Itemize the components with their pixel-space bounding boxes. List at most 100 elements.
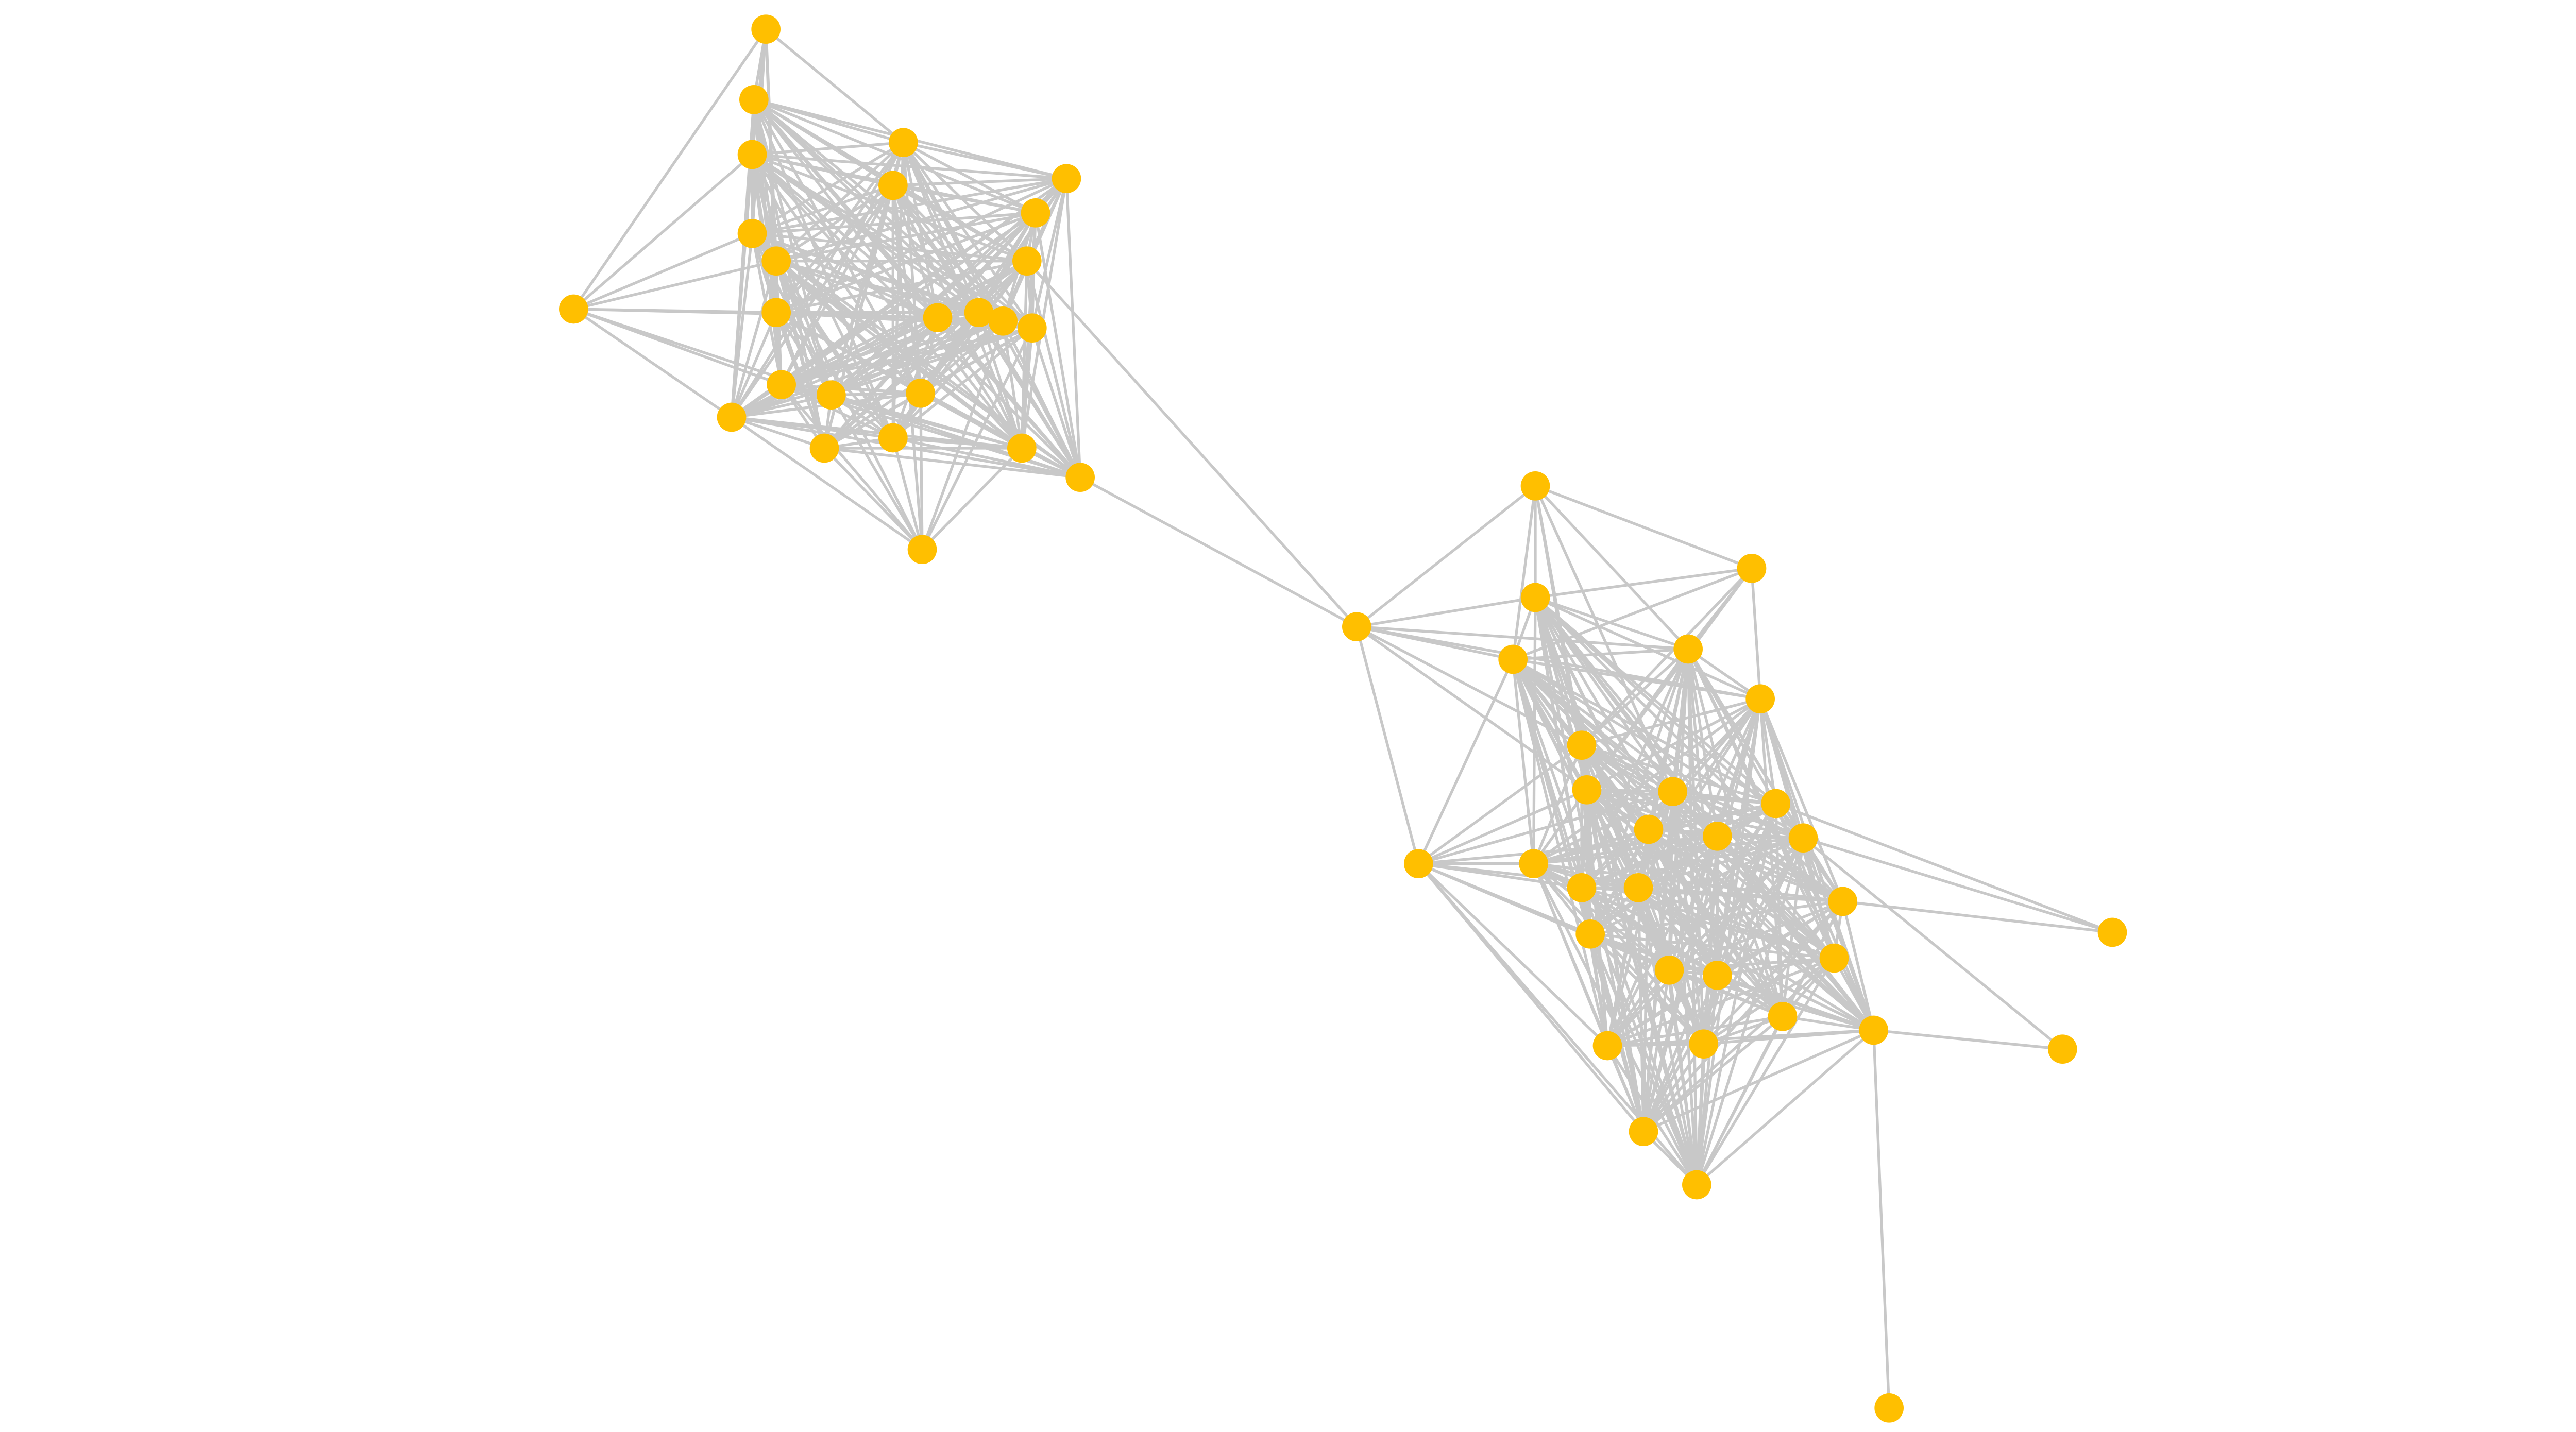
node-a8[interactable] (737, 219, 767, 248)
edge-a25-a17 (780, 383, 924, 551)
node-a22[interactable] (878, 423, 908, 453)
node-a10[interactable] (1012, 246, 1042, 276)
node-c31[interactable] (1874, 1393, 1904, 1423)
edge-c20-c28 (1696, 957, 1836, 1186)
edge-c24-c26 (1703, 1029, 1874, 1046)
node-c12[interactable] (1703, 822, 1732, 851)
edge-a1-a8 (751, 29, 768, 234)
node-c22[interactable] (1703, 961, 1732, 990)
node-c1[interactable] (1520, 471, 1550, 501)
node-c3[interactable] (1520, 583, 1550, 612)
edge-c17-c22 (1637, 887, 1719, 977)
node-c24[interactable] (1859, 1015, 1888, 1045)
node-c13[interactable] (1788, 823, 1818, 853)
node-c16[interactable] (1567, 873, 1597, 902)
node-a2[interactable] (739, 85, 769, 114)
edge-c22-c25 (1606, 974, 1718, 1047)
node-c7[interactable] (1567, 730, 1597, 760)
edge-a7-a9 (776, 211, 1036, 263)
node-a1[interactable] (751, 14, 781, 44)
node-c2[interactable] (1737, 554, 1767, 583)
node-a3[interactable] (737, 140, 767, 169)
node-a7[interactable] (1021, 198, 1050, 228)
node-c26[interactable] (1689, 1029, 1718, 1059)
edge-c25-c26 (1607, 1043, 1704, 1047)
edge-c29-c10 (1775, 802, 2113, 934)
edge-c21-c25 (1606, 969, 1671, 1047)
node-c14[interactable] (1404, 849, 1433, 878)
node-c15[interactable] (1519, 849, 1548, 878)
node-a15[interactable] (988, 306, 1018, 336)
edge-c19-c25 (1589, 933, 1609, 1046)
edge-c21-c23 (1668, 968, 1784, 1018)
edges-layer (572, 28, 2113, 1408)
node-a11[interactable] (559, 294, 588, 324)
edge-c13-c15 (1533, 837, 1804, 865)
edge-a18-a20 (731, 394, 832, 419)
node-c4[interactable] (1498, 644, 1528, 674)
node-c29[interactable] (2097, 917, 2127, 947)
edge-c12-c24 (1716, 835, 1875, 1031)
edge-a9-a20 (730, 260, 778, 418)
edge-c6-c18 (1759, 698, 1844, 902)
edge-c23-c25 (1607, 1015, 1783, 1047)
node-a4[interactable] (889, 128, 918, 157)
node-c28[interactable] (1682, 1170, 1711, 1200)
node-c10[interactable] (1761, 789, 1790, 819)
node-a18[interactable] (817, 380, 846, 410)
edge-a1-a11 (572, 28, 767, 310)
node-c6[interactable] (1745, 684, 1775, 713)
node-a9[interactable] (761, 246, 791, 276)
node-a12[interactable] (761, 298, 791, 327)
edge-c25-c28 (1606, 1045, 1698, 1186)
edge-c17-c20 (1638, 886, 1835, 960)
edge-a3-a4 (752, 141, 904, 156)
edge-c2-c3 (1535, 567, 1752, 599)
node-c27[interactable] (1629, 1117, 1658, 1146)
edge-c19-c20 (1590, 932, 1835, 960)
edge-c7-c13 (1581, 744, 1804, 840)
node-a13[interactable] (923, 303, 953, 332)
node-c9[interactable] (1658, 777, 1687, 806)
node-a5[interactable] (878, 171, 908, 200)
edge-b-c14 (1355, 626, 1420, 864)
node-c20[interactable] (1819, 943, 1849, 973)
node-c8[interactable] (1572, 775, 1602, 805)
node-a14[interactable] (964, 298, 994, 327)
node-c21[interactable] (1654, 956, 1684, 985)
node-c11[interactable] (1634, 814, 1664, 844)
node-a17[interactable] (767, 370, 796, 399)
node-c18[interactable] (1828, 887, 1857, 916)
node-a19[interactable] (906, 379, 935, 408)
edge-c18-c19 (1590, 900, 1843, 935)
node-a20[interactable] (717, 402, 747, 432)
edge-a10-a24 (1025, 261, 1082, 478)
edge-c23-c28 (1695, 1016, 1784, 1186)
node-c30[interactable] (2048, 1034, 2077, 1064)
edge-a18-a19 (831, 391, 921, 397)
node-a21[interactable] (809, 433, 839, 463)
edge-c18-c26 (1702, 900, 1844, 1045)
node-c5[interactable] (1673, 634, 1703, 664)
node-c17[interactable] (1623, 873, 1653, 902)
node-a24[interactable] (1065, 463, 1095, 492)
node-a16[interactable] (1018, 313, 1047, 343)
edge-a19-a21 (823, 392, 921, 450)
edge-a10-a23 (1020, 261, 1028, 449)
edge-c21-c24 (1669, 968, 1874, 1032)
edge-a13-a20 (731, 316, 939, 419)
node-b[interactable] (1342, 612, 1371, 641)
node-c19[interactable] (1575, 919, 1605, 949)
node-c23[interactable] (1768, 1002, 1798, 1031)
edge-c19-c26 (1589, 933, 1705, 1045)
edge-a6-a23 (1020, 178, 1068, 449)
node-c25[interactable] (1592, 1031, 1622, 1061)
edge-c9-c10 (1672, 790, 1776, 805)
node-a25[interactable] (907, 535, 937, 564)
edge-c3-c5 (1535, 596, 1689, 651)
edge-a11-a8 (573, 232, 753, 311)
edge-a25-a22 (891, 437, 924, 550)
edge-b-c1 (1355, 485, 1536, 628)
node-a23[interactable] (1007, 433, 1037, 463)
node-a6[interactable] (1052, 164, 1081, 193)
